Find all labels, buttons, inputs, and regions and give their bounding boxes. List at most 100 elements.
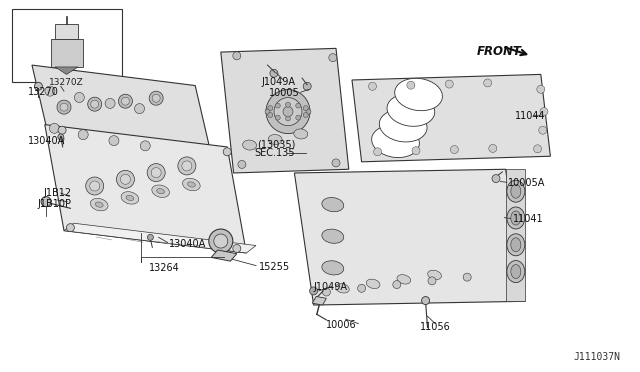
Circle shape <box>57 100 71 114</box>
Circle shape <box>74 93 84 102</box>
Text: (13035): (13035) <box>257 140 296 149</box>
Circle shape <box>323 288 330 296</box>
Ellipse shape <box>366 279 380 289</box>
Circle shape <box>233 244 241 253</box>
Polygon shape <box>32 65 211 154</box>
Circle shape <box>537 85 545 93</box>
Circle shape <box>67 224 74 232</box>
Circle shape <box>266 90 310 134</box>
Ellipse shape <box>322 261 344 275</box>
Ellipse shape <box>511 238 521 252</box>
Circle shape <box>484 79 492 87</box>
Circle shape <box>151 168 161 177</box>
Circle shape <box>45 86 55 96</box>
Text: J1049A: J1049A <box>261 77 295 87</box>
Polygon shape <box>294 169 525 305</box>
Ellipse shape <box>395 78 442 111</box>
Circle shape <box>303 106 308 110</box>
Text: 15255: 15255 <box>259 262 290 272</box>
Circle shape <box>149 91 163 105</box>
Circle shape <box>422 296 429 305</box>
Text: FRONT: FRONT <box>477 45 522 58</box>
Circle shape <box>275 115 280 120</box>
Ellipse shape <box>507 260 525 283</box>
Ellipse shape <box>157 189 164 194</box>
Circle shape <box>116 170 134 188</box>
Text: J1049A: J1049A <box>314 282 348 292</box>
Circle shape <box>540 108 548 116</box>
Text: 11056: 11056 <box>420 322 451 331</box>
Circle shape <box>296 115 301 120</box>
Ellipse shape <box>243 140 257 150</box>
Circle shape <box>358 284 365 292</box>
Ellipse shape <box>387 94 435 126</box>
Circle shape <box>310 287 317 295</box>
Circle shape <box>58 126 66 134</box>
Circle shape <box>78 130 88 140</box>
Ellipse shape <box>428 270 442 280</box>
Text: 10005A: 10005A <box>508 178 545 188</box>
Circle shape <box>209 229 233 253</box>
Polygon shape <box>506 169 525 301</box>
Circle shape <box>140 141 150 151</box>
Circle shape <box>329 54 337 62</box>
Ellipse shape <box>507 180 525 202</box>
Circle shape <box>275 103 280 108</box>
Circle shape <box>90 181 100 191</box>
Polygon shape <box>211 250 237 261</box>
Circle shape <box>41 197 51 206</box>
Text: 11041: 11041 <box>513 214 544 224</box>
Circle shape <box>35 82 42 90</box>
Ellipse shape <box>182 178 200 191</box>
Polygon shape <box>51 39 83 67</box>
Ellipse shape <box>95 202 103 207</box>
Circle shape <box>492 174 500 183</box>
Circle shape <box>49 124 60 133</box>
Circle shape <box>109 136 119 145</box>
Circle shape <box>489 144 497 153</box>
Circle shape <box>86 177 104 195</box>
Circle shape <box>285 116 291 121</box>
Ellipse shape <box>507 234 525 256</box>
Bar <box>12 9 122 82</box>
Circle shape <box>270 69 278 77</box>
Polygon shape <box>45 125 246 253</box>
Circle shape <box>285 102 291 107</box>
Ellipse shape <box>322 198 344 212</box>
Circle shape <box>223 148 231 156</box>
Circle shape <box>463 273 471 281</box>
Ellipse shape <box>511 184 521 198</box>
Circle shape <box>214 234 228 248</box>
Circle shape <box>182 161 192 171</box>
Ellipse shape <box>126 195 134 201</box>
Polygon shape <box>221 48 349 173</box>
Circle shape <box>60 103 68 111</box>
Ellipse shape <box>268 135 282 144</box>
Circle shape <box>238 160 246 169</box>
Circle shape <box>233 52 241 60</box>
Text: SEC.135: SEC.135 <box>255 148 295 157</box>
Circle shape <box>283 107 293 116</box>
Circle shape <box>412 147 420 155</box>
Circle shape <box>332 159 340 167</box>
Circle shape <box>265 109 270 114</box>
Circle shape <box>369 82 376 90</box>
Circle shape <box>451 145 458 154</box>
Ellipse shape <box>511 264 521 279</box>
Circle shape <box>105 99 115 108</box>
Circle shape <box>134 104 145 113</box>
Circle shape <box>445 80 453 88</box>
Circle shape <box>539 126 547 134</box>
Circle shape <box>122 97 129 105</box>
Polygon shape <box>312 296 326 305</box>
Circle shape <box>147 164 165 182</box>
Circle shape <box>118 94 132 108</box>
Ellipse shape <box>507 207 525 229</box>
Circle shape <box>268 106 273 110</box>
Ellipse shape <box>121 192 139 204</box>
Polygon shape <box>64 223 256 253</box>
Circle shape <box>407 81 415 89</box>
Circle shape <box>428 277 436 285</box>
Circle shape <box>393 280 401 289</box>
Text: 13040A: 13040A <box>169 239 206 249</box>
